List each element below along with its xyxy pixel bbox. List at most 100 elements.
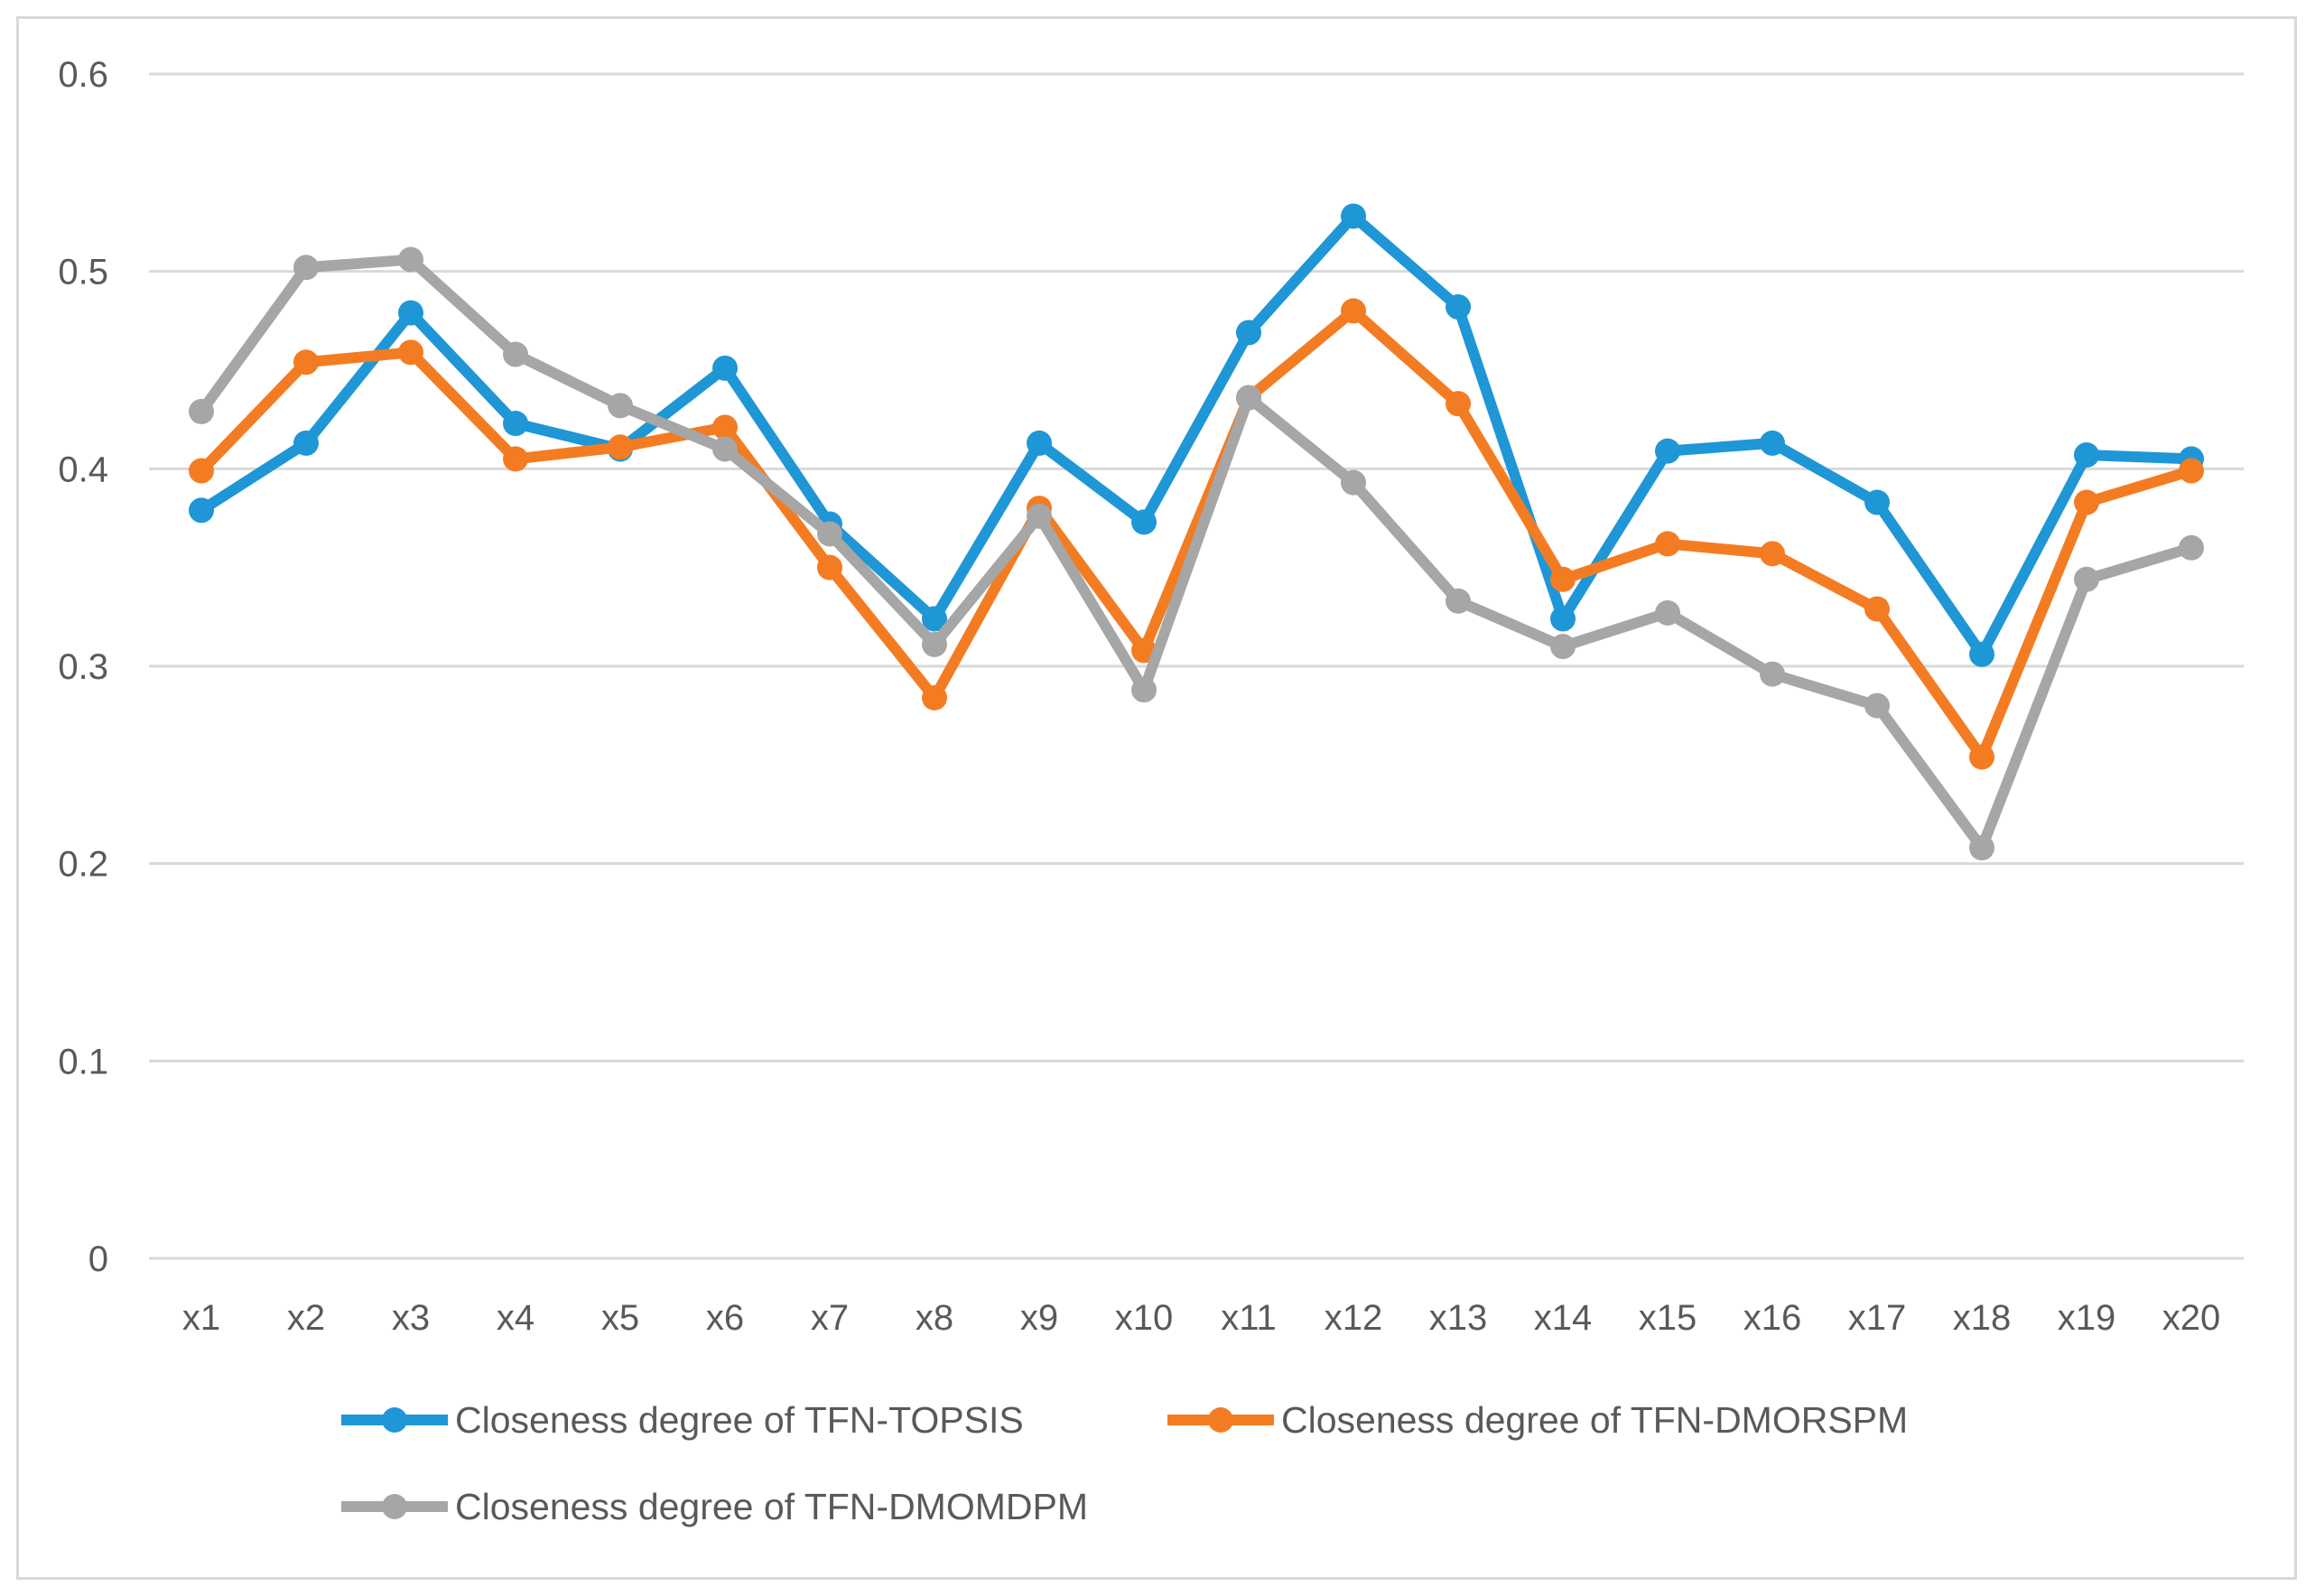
data-point <box>2074 442 2099 469</box>
series-lines <box>189 203 2204 861</box>
data-point <box>608 393 633 419</box>
data-point <box>1655 531 1680 557</box>
data-point <box>293 349 319 376</box>
x-tick-label: x19 <box>2058 1298 2116 1338</box>
legend-item-3: Closeness degree of TFN-DMOMDPM <box>341 1486 1088 1527</box>
x-tick-label: x14 <box>1534 1298 1593 1338</box>
data-point <box>293 255 319 281</box>
data-point <box>1446 294 1471 320</box>
data-point <box>398 300 423 326</box>
legend-swatch-marker <box>382 1407 407 1433</box>
data-point <box>1864 692 1890 719</box>
data-point <box>1969 641 1994 667</box>
y-axis-ticks: 0 0.1 0.2 0.3 0.4 0.5 0.6 <box>58 55 108 1279</box>
chart-frame <box>16 16 2297 1580</box>
data-point <box>922 684 947 710</box>
data-point <box>1760 661 1785 687</box>
data-point <box>817 554 842 580</box>
legend-swatch-marker <box>1208 1407 1233 1433</box>
x-tick-label: x8 <box>916 1298 953 1338</box>
data-point <box>712 414 738 441</box>
y-tick-label: 0.5 <box>58 253 108 292</box>
legend-item-2: Closeness degree of TFN-DMORSPM <box>1167 1399 1908 1441</box>
legend-label: Closeness degree of TFN-TOPSIS <box>455 1399 1024 1441</box>
data-point <box>2179 534 2204 561</box>
y-tick-label: 0.2 <box>58 845 108 885</box>
x-tick-label: x10 <box>1115 1298 1174 1338</box>
data-point <box>1655 438 1680 464</box>
series-line <box>196 210 2197 660</box>
data-point <box>1969 835 1994 861</box>
data-point <box>503 341 528 367</box>
y-tick-label: 0.6 <box>58 55 108 95</box>
data-point <box>1341 469 1366 496</box>
data-point <box>712 355 738 381</box>
data-point <box>817 521 842 547</box>
x-tick-label: x5 <box>601 1298 639 1338</box>
x-tick-label: x4 <box>497 1298 535 1338</box>
data-point <box>712 436 738 462</box>
x-tick-label: x13 <box>1429 1298 1488 1338</box>
data-point <box>1760 541 1785 567</box>
data-point <box>1027 430 1052 456</box>
data-point <box>2074 489 2099 515</box>
data-point <box>293 430 319 456</box>
legend-swatch-marker <box>382 1494 407 1519</box>
legend-label: Closeness degree of TFN-DMORSPM <box>1281 1399 1908 1441</box>
data-point <box>1550 634 1576 660</box>
x-tick-label: x7 <box>811 1298 849 1338</box>
y-tick-label: 0.3 <box>58 647 108 687</box>
data-point <box>2074 566 2099 592</box>
data-point <box>1550 566 1576 592</box>
data-point <box>1236 385 1261 411</box>
x-tick-label: x18 <box>1953 1298 2012 1338</box>
x-tick-label: x16 <box>1743 1298 1802 1338</box>
series-line <box>196 305 2197 763</box>
legend-item-1: Closeness degree of TFN-TOPSIS <box>341 1399 1024 1441</box>
data-point <box>1027 503 1052 529</box>
data-point <box>1341 298 1366 324</box>
data-point <box>398 246 423 273</box>
data-point <box>1131 509 1157 535</box>
series-1 <box>189 203 2204 667</box>
x-tick-label: x12 <box>1325 1298 1383 1338</box>
data-point <box>1864 596 1890 622</box>
x-tick-label: x15 <box>1639 1298 1697 1338</box>
data-point <box>398 339 423 366</box>
x-tick-label: x11 <box>1221 1298 1277 1338</box>
data-point <box>1655 599 1680 626</box>
series-line <box>196 254 2197 854</box>
data-point <box>1236 320 1261 346</box>
x-tick-label: x9 <box>1020 1298 1058 1338</box>
data-point <box>922 606 947 632</box>
x-tick-label: x17 <box>1848 1298 1907 1338</box>
x-tick-label: x6 <box>706 1298 744 1338</box>
data-point <box>503 411 528 437</box>
data-point <box>1969 744 1994 770</box>
data-point <box>1131 677 1157 703</box>
data-point <box>1550 606 1576 632</box>
data-point <box>503 446 528 472</box>
x-tick-label: x1 <box>182 1298 220 1338</box>
data-point <box>1446 588 1471 614</box>
y-tick-label: 0.1 <box>58 1042 108 1081</box>
y-tick-label: 0 <box>88 1239 108 1279</box>
x-tick-label: x3 <box>392 1298 430 1338</box>
x-tick-label: x2 <box>287 1298 325 1338</box>
data-point <box>2179 458 2204 484</box>
data-point <box>1341 203 1366 229</box>
data-point <box>608 434 633 460</box>
legend: Closeness degree of TFN-TOPSIS Closeness … <box>341 1399 1908 1527</box>
x-tick-label: x20 <box>2162 1298 2221 1338</box>
series-3 <box>189 246 2204 861</box>
x-axis-ticks: x1 x2 x3 x4 x5 x6 x7 x8 x9 x10 x11 x12 x13 x14 x15 x16 x… <box>182 1298 2220 1338</box>
data-point <box>189 458 214 484</box>
data-point <box>1864 489 1890 515</box>
legend-label: Closeness degree of TFN-DMOMDPM <box>455 1486 1088 1527</box>
data-point <box>189 398 214 424</box>
data-point <box>922 631 947 657</box>
y-tick-label: 0.4 <box>58 450 108 489</box>
gridlines <box>149 72 2244 1260</box>
data-point <box>1760 430 1785 456</box>
